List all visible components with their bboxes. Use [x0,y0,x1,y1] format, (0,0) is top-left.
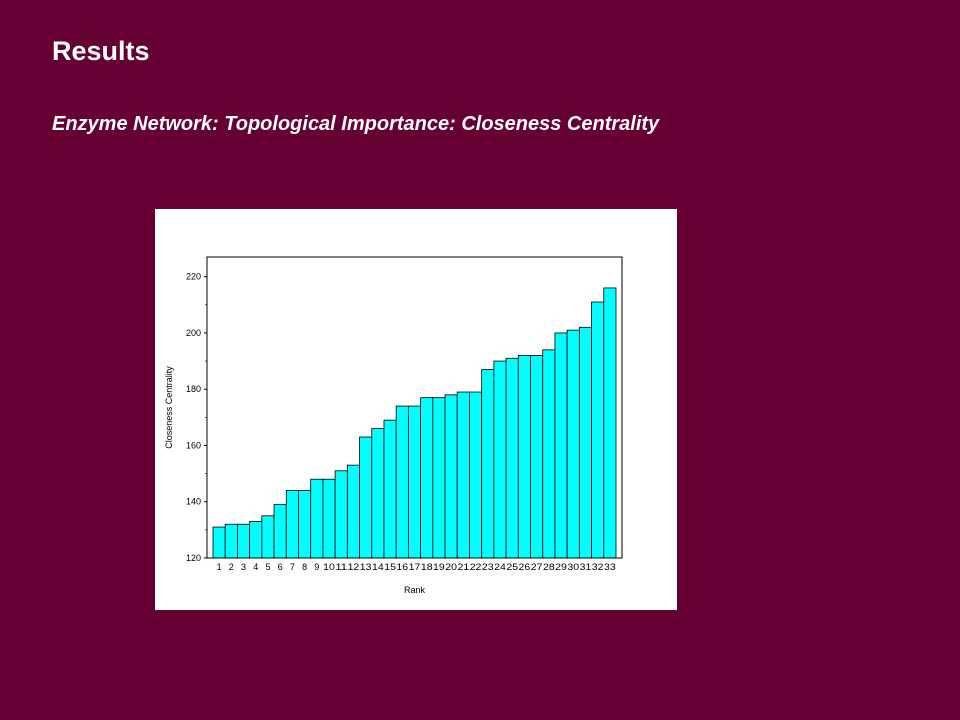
y-tick-label: 200 [186,328,201,338]
x-tick-label: 10 [323,562,335,572]
bar-rank-21 [456,391,470,559]
bar-rank-12 [346,464,360,559]
bar-rank-11 [334,470,348,559]
x-tick-label: 18 [421,562,433,572]
x-tick-label: 19 [433,562,445,572]
bar-rank-32 [591,301,605,559]
x-tick-label: 25 [506,562,518,572]
bar-rank-24 [493,360,507,559]
bar-rank-31 [578,326,592,559]
x-tick-label: 21 [457,562,469,572]
x-tick-label: 4 [253,562,258,572]
bar-rank-13 [359,436,373,559]
y-tick-label: 220 [186,272,201,282]
slide-subtitle: Enzyme Network: Topological Importance: … [52,113,660,135]
x-tick-label: 6 [278,562,283,572]
x-tick-label: 11 [335,562,347,572]
x-tick-label: 22 [470,562,482,572]
bar-rank-28 [542,349,556,559]
x-tick-label: 20 [445,562,457,572]
x-tick-label: 26 [519,562,531,572]
x-tick-label: 32 [592,562,604,572]
bar-rank-33 [603,287,617,559]
bar-rank-3 [237,523,251,559]
x-tick-label: 29 [555,562,567,572]
x-tick-label: 15 [384,562,396,572]
bar-rank-16 [395,405,409,559]
plot-frame [206,256,623,559]
bar-rank-30 [566,329,580,559]
x-tick-label: 2 [229,562,234,572]
x-tick-label: 8 [302,562,307,572]
y-axis: 120 140 160 180 200 220 [186,272,207,563]
y-tick-label: 140 [186,497,201,507]
x-tick-label: 1 [217,562,222,572]
x-tick-label: 14 [372,562,384,572]
bar-rank-29 [554,332,568,559]
bar-rank-5 [261,515,275,559]
bar-rank-14 [371,428,385,559]
bar-rank-2 [224,523,238,559]
x-tick-label: 9 [314,562,319,572]
bar-rank-6 [273,504,287,559]
bar-rank-1 [212,526,226,559]
x-tick-label: 17 [409,562,421,572]
bar-rank-22 [469,391,483,559]
x-tick-label: 5 [265,562,270,572]
x-tick-label: 23 [482,562,494,572]
bar-rank-7 [285,490,299,559]
x-axis: 1 2 3 4 5 6 7 8 9 10 11 12 13 14 15 16 17 18 19 20 21 22 23 24 2… [217,562,616,572]
bar-rank-9 [310,478,324,559]
x-tick-label: 30 [567,562,579,572]
bar-rank-18 [420,397,434,559]
bar-rank-19 [432,397,446,559]
y-tick-label: 180 [186,384,201,394]
bar-rank-27 [530,355,544,559]
chart-panel: 120 140 160 180 200 220 1 2 3 4 5 6 7 8 9 10 11 12 13 14 15… [155,209,677,610]
bar-rank-10 [322,478,336,559]
x-tick-label: 7 [290,562,295,572]
bars-group [212,287,617,559]
y-tick-label: 160 [186,440,201,450]
x-tick-label: 24 [494,562,506,572]
x-tick-label: 16 [396,562,408,572]
bar-rank-4 [249,521,263,559]
slide-title: Results [52,36,150,66]
y-axis-label: Closeness Centrality [164,366,174,449]
x-tick-label: 13 [360,562,372,572]
x-tick-label: 12 [348,562,360,572]
bar-rank-20 [444,394,458,559]
x-tick-label: 3 [241,562,246,572]
bar-rank-8 [298,490,312,559]
x-tick-label: 31 [580,562,592,572]
bar-rank-17 [407,405,421,559]
x-axis-label: Rank [404,585,426,595]
y-tick-label: 120 [186,553,201,563]
x-tick-label: 27 [531,562,543,572]
bar-rank-23 [481,369,495,559]
x-tick-label: 33 [604,562,616,572]
bar-rank-25 [505,357,519,559]
bar-rank-26 [517,355,531,559]
bar-rank-15 [383,419,397,559]
x-tick-label: 28 [543,562,555,572]
